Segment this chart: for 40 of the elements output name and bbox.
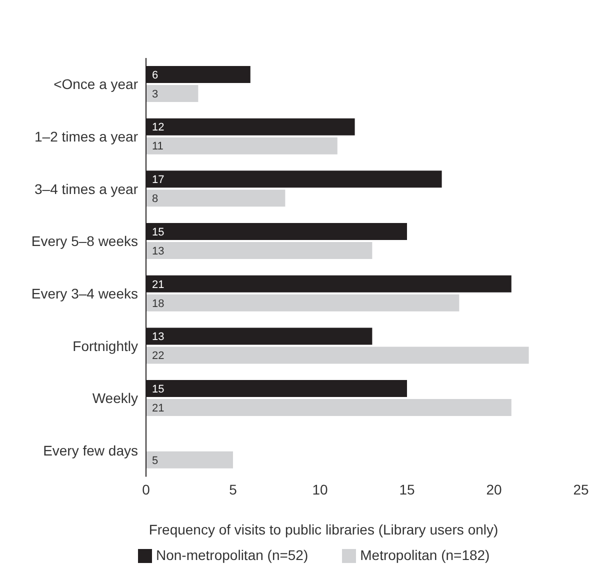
x-tick-label: 15: [399, 482, 415, 498]
data-label: 18: [152, 298, 164, 310]
data-label: 21: [152, 402, 164, 414]
data-label: 6: [152, 69, 158, 82]
data-label: 3: [152, 88, 158, 100]
data-label: 12: [152, 122, 164, 134]
bar: [146, 242, 372, 260]
x-tick-label: 10: [312, 482, 328, 498]
x-axis-title: Frequency of visits to public libraries (Library users only): [148, 522, 498, 538]
bar: [146, 451, 233, 468]
bar: [146, 190, 286, 207]
legend-label: Metropolitan (n=182): [360, 546, 490, 563]
x-tick-label: 5: [229, 482, 238, 498]
x-tick-label: 25: [573, 482, 589, 498]
y-tick-label: Every 5–8 weeks: [31, 233, 138, 250]
x-tick-label: 20: [486, 482, 502, 498]
y-tick-label: 1–2 times a year: [34, 128, 138, 144]
data-label: 13: [152, 331, 164, 344]
data-label: 13: [152, 245, 164, 258]
y-tick-label: Every few days: [43, 442, 138, 459]
data-label: 11: [152, 140, 164, 153]
y-tick-label: 3–4 times a year: [34, 180, 138, 197]
data-label: 8: [152, 193, 158, 206]
legend-label: Non-metropolitan (n=52): [156, 546, 308, 563]
bar: [146, 294, 460, 312]
data-label: 15: [152, 383, 164, 396]
y-tick-label: Fortnightly: [72, 338, 138, 354]
bar: [146, 85, 198, 102]
y-tick-label: Weekly: [92, 390, 138, 406]
data-label: 21: [152, 278, 164, 291]
data-label: 22: [152, 350, 164, 362]
bar: [146, 399, 512, 416]
data-label: 5: [152, 454, 158, 467]
bar: [146, 346, 529, 364]
y-tick-label: Every 3–4 weeks: [31, 285, 138, 302]
data-label: 17: [152, 174, 164, 186]
bar: [146, 137, 338, 154]
y-tick-label: <Once a year: [54, 76, 138, 92]
x-tick-label: 0: [142, 482, 150, 498]
data-label: 15: [152, 226, 164, 238]
